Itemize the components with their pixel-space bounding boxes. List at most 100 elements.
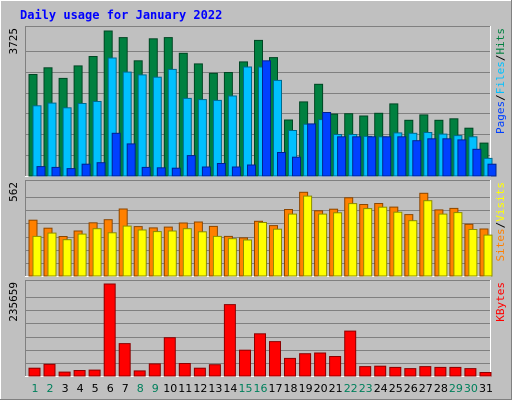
bar-visits-day-6: [107, 232, 117, 277]
bar-kbytes-day-15: [239, 349, 251, 377]
bar-visits-day-24: [378, 206, 388, 277]
bar-visits-day-10: [167, 230, 177, 277]
day-label-31: 31: [479, 382, 493, 395]
day-label-1: 1: [32, 382, 39, 395]
bar-visits-day-2: [47, 232, 57, 277]
panel-max-label: 3725: [7, 28, 20, 55]
bar-files-day-1: [32, 105, 42, 177]
bar-pages-day-14: [231, 166, 241, 177]
bar-visits-day-22: [348, 203, 358, 277]
bar-kbytes-day-3: [58, 371, 71, 377]
bar-visits-day-5: [92, 228, 102, 277]
bar-pages-day-8: [141, 166, 151, 177]
bar-kbytes-day-2: [43, 363, 56, 377]
bar-visits-day-13: [212, 235, 222, 277]
bar-visits-day-7: [122, 225, 132, 277]
bar-visits-day-31: [483, 234, 493, 277]
bar-pages-day-21: [337, 136, 347, 177]
bar-kbytes-day-26: [404, 368, 417, 377]
chart-title: Daily usage for January 2022: [20, 8, 222, 22]
bar-pages-day-3: [66, 168, 76, 177]
bar-visits-day-29: [453, 212, 463, 277]
bar-visits-day-20: [318, 213, 328, 277]
legend-separator: /: [494, 94, 507, 101]
bar-visits-day-16: [258, 222, 267, 277]
legend-entry-hits: Hits: [494, 28, 507, 55]
bar-kbytes-day-17: [269, 341, 281, 377]
legend-entry-kbytes: KBytes: [494, 282, 507, 322]
day-label-7: 7: [122, 382, 129, 395]
day-label-5: 5: [92, 382, 99, 395]
bar-pages-day-16: [262, 60, 271, 177]
bar-files-day-2: [47, 102, 57, 177]
day-labels: 1 2 3 4 5 6 7 8 9 10 11 12 13 14 15 16 17 18 19 20 21 22 23 24 2…: [32, 382, 494, 395]
bar-pages-day-2: [51, 166, 61, 177]
day-label-17: 17: [269, 382, 283, 395]
day-label-19: 19: [299, 382, 313, 395]
bar-pages-day-18: [292, 156, 301, 177]
bar-pages-day-20: [322, 112, 332, 177]
bar-kbytes-day-31: [479, 372, 492, 377]
panel-visits-sites: 562: [7, 180, 493, 277]
bar-visits-day-18: [288, 213, 297, 277]
bar-pages-day-26: [412, 140, 422, 177]
legend-entry-files: Files: [494, 61, 507, 94]
bar-pages-day-17: [277, 152, 286, 177]
bar-files-day-3: [62, 107, 72, 177]
bar-kbytes-day-22: [344, 330, 357, 377]
bar-kbytes-day-11: [178, 363, 191, 377]
legend-separator: /: [494, 222, 507, 229]
panel-max-label: 562: [7, 182, 20, 202]
bar-pages-day-5: [96, 162, 106, 177]
bar-visits-day-17: [273, 228, 282, 277]
day-label-28: 28: [434, 382, 448, 395]
bar-pages-day-24: [382, 136, 392, 177]
bar-kbytes-day-25: [389, 366, 402, 377]
bar-visits-day-1: [32, 235, 42, 277]
bar-pages-day-30: [472, 148, 482, 177]
bar-files-day-14: [227, 95, 237, 177]
day-label-4: 4: [77, 382, 84, 395]
bar-visits-day-21: [333, 212, 343, 277]
bar-visits-day-14: [227, 238, 237, 277]
bar-kbytes-day-8: [133, 370, 146, 377]
legend-kbytes: KBytes: [494, 282, 507, 322]
bar-pages-day-10: [171, 167, 181, 177]
bar-pages-day-13: [216, 163, 226, 177]
bar-pages-day-1: [36, 166, 46, 177]
bar-kbytes-day-1: [28, 367, 41, 377]
legend-separator: /: [494, 55, 507, 62]
bar-files-day-10: [167, 68, 177, 177]
bar-visits-day-12: [197, 231, 207, 277]
bar-visits-day-30: [468, 229, 478, 277]
day-label-14: 14: [223, 382, 237, 395]
bar-visits-day-25: [393, 211, 403, 277]
day-label-13: 13: [208, 382, 222, 395]
bar-kbytes-day-19: [299, 353, 312, 377]
bar-visits-day-23: [363, 208, 373, 277]
bar-kbytes-day-4: [73, 370, 86, 377]
bar-kbytes-day-30: [464, 368, 477, 377]
day-label-8: 8: [137, 382, 144, 395]
bar-kbytes-day-13: [208, 364, 221, 377]
bar-pages-day-31: [487, 163, 497, 177]
bar-pages-day-19: [307, 123, 317, 177]
bar-visits-day-4: [77, 233, 87, 277]
day-label-27: 27: [419, 382, 433, 395]
day-label-6: 6: [107, 382, 114, 395]
day-label-12: 12: [193, 382, 207, 395]
day-label-29: 29: [449, 382, 463, 395]
bar-visits-day-28: [438, 213, 448, 277]
bar-pages-day-22: [352, 136, 362, 177]
legend-entry-visits: Visits: [494, 182, 507, 222]
bar-files-day-12: [197, 99, 207, 177]
bar-visits-day-11: [182, 228, 192, 277]
bar-pages-day-12: [201, 166, 211, 177]
chart-panels: 3725 562 235659: [7, 26, 497, 377]
bar-kbytes-day-28: [434, 366, 447, 377]
legend-visits-sites: Sites/Visits: [494, 182, 507, 262]
bar-visits-day-19: [303, 195, 313, 277]
